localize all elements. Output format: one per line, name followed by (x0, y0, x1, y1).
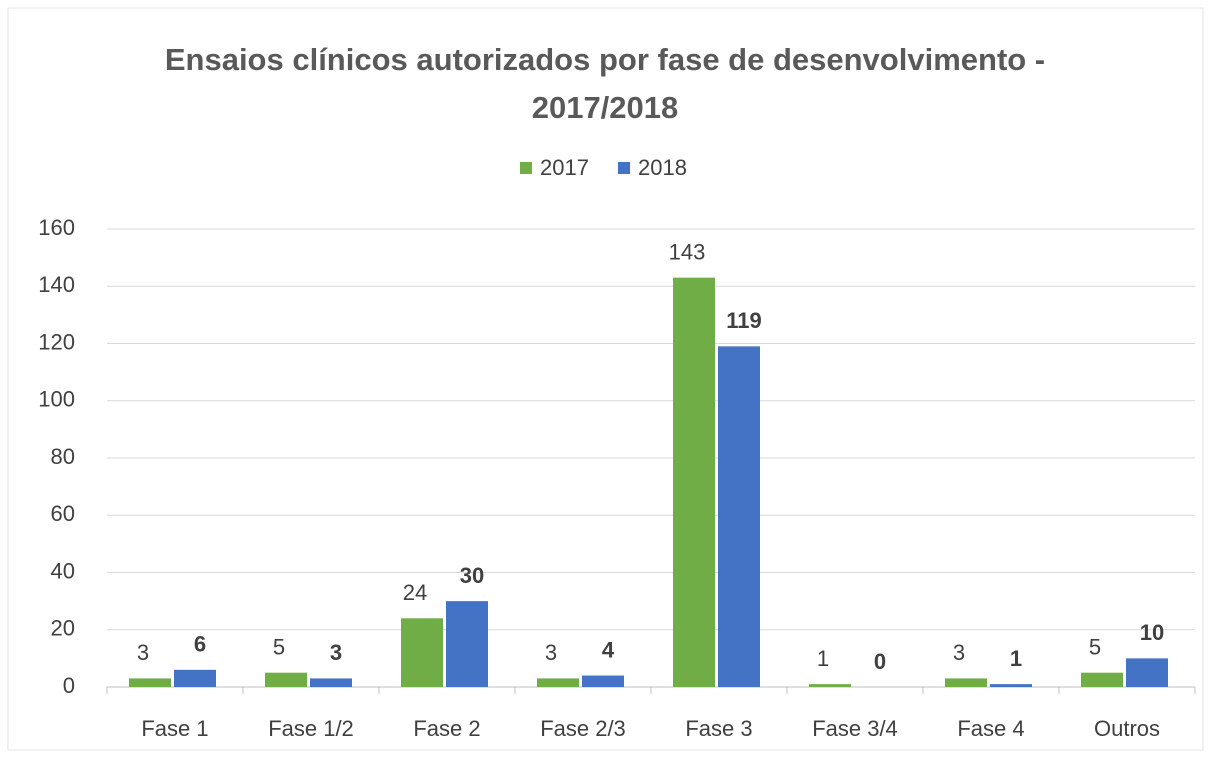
x-tick-label: Fase 3/4 (812, 716, 898, 741)
legend-label: 2018 (638, 155, 687, 180)
data-label: 6 (194, 632, 206, 657)
x-tick-label: Fase 1/2 (268, 716, 354, 741)
y-tick-label: 40 (51, 558, 75, 583)
bar (718, 346, 760, 687)
bar (1126, 658, 1168, 687)
x-tick-label: Fase 3 (685, 716, 752, 741)
y-tick-label: 80 (51, 444, 75, 469)
data-label: 10 (1140, 620, 1164, 645)
data-label: 1 (817, 646, 829, 671)
y-tick-label: 160 (38, 215, 75, 240)
data-label: 3 (137, 640, 149, 665)
bar (265, 672, 307, 687)
data-label: 5 (1089, 635, 1101, 660)
bar (945, 678, 987, 687)
data-label: 1 (1010, 646, 1022, 671)
bar (582, 675, 624, 687)
legend-label: 2017 (540, 155, 589, 180)
x-tick-label: Fase 1 (141, 716, 208, 741)
y-tick-label: 20 (51, 616, 75, 641)
data-label: 3 (330, 640, 342, 665)
data-label: 24 (403, 580, 427, 605)
y-tick-label: 120 (38, 329, 75, 354)
data-label: 3 (953, 640, 965, 665)
y-tick-label: 100 (38, 387, 75, 412)
x-tick-label: Fase 4 (957, 716, 1024, 741)
data-label: 143 (669, 239, 706, 264)
y-tick-label: 0 (63, 673, 75, 698)
chart-border (7, 7, 1204, 751)
x-tick-label: Outros (1094, 716, 1160, 741)
data-label: 5 (273, 635, 285, 660)
bar (809, 684, 851, 687)
bar (310, 678, 352, 687)
bar (990, 684, 1032, 687)
data-label: 3 (545, 640, 557, 665)
bar (129, 678, 171, 687)
bar (401, 618, 443, 687)
data-label: 4 (602, 637, 615, 662)
bar (1081, 672, 1123, 687)
legend-swatch (618, 162, 630, 174)
data-label: 30 (460, 563, 484, 588)
bar (673, 277, 715, 687)
bar (537, 678, 579, 687)
bar (174, 669, 216, 687)
y-tick-label: 140 (38, 272, 75, 297)
data-label: 119 (726, 308, 762, 333)
bar (446, 601, 488, 687)
x-tick-label: Fase 2/3 (540, 716, 626, 741)
chart-title: Ensaios clínicos autorizados por fase de… (164, 42, 1046, 125)
data-label: 0 (874, 649, 886, 674)
legend-swatch (520, 162, 532, 174)
x-tick-label: Fase 2 (413, 716, 480, 741)
y-tick-label: 60 (51, 501, 75, 526)
